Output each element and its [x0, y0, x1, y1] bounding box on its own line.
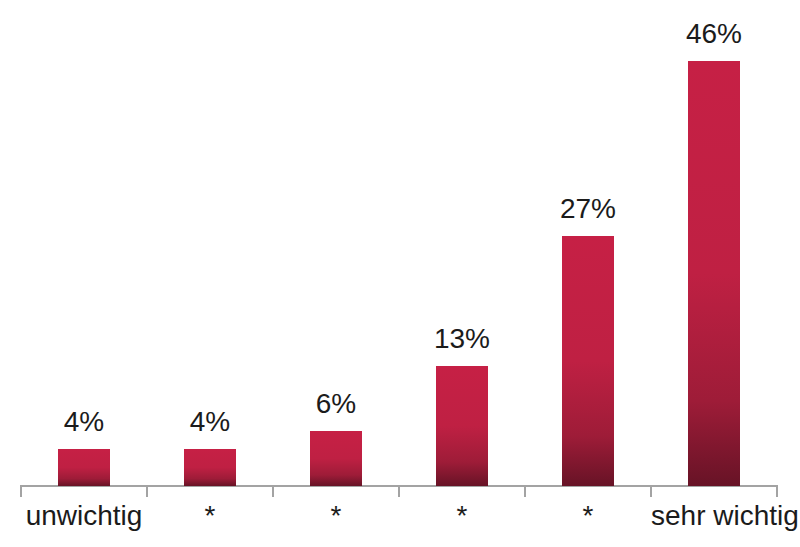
x-axis-category-label: *: [147, 501, 273, 531]
x-axis-tick: [20, 485, 22, 497]
bar-value-label: 46%: [651, 20, 777, 48]
x-axis-tick: [650, 485, 652, 497]
x-axis-tick: [398, 485, 400, 497]
x-axis-category-label: *: [399, 501, 525, 531]
x-axis-tick: [524, 485, 526, 497]
x-axis-category-label: *: [273, 501, 399, 531]
bar-unwichtig: [58, 449, 110, 486]
bar-*: [436, 366, 488, 487]
bar-chart-figure: 4% unwichtig 4% * 6% * 13% * 27% * 46% sehr wichtig: [0, 0, 800, 547]
bar-sehr wichtig: [688, 61, 740, 487]
bar-*: [310, 431, 362, 487]
bar-value-label: 4%: [147, 408, 273, 436]
x-axis-category-label: sehr wichtig: [651, 501, 777, 531]
bar-*: [562, 236, 614, 486]
bar-value-label: 27%: [525, 195, 651, 223]
bar-value-label: 6%: [273, 390, 399, 418]
x-axis-category-label: unwichtig: [21, 501, 147, 531]
bar-*: [184, 449, 236, 486]
bar-value-label: 4%: [21, 408, 147, 436]
x-axis-tick: [272, 485, 274, 497]
bar-value-label: 13%: [399, 325, 525, 353]
x-axis-tick: [146, 485, 148, 497]
x-axis-tick: [776, 485, 778, 497]
x-axis-category-label: *: [525, 501, 651, 531]
